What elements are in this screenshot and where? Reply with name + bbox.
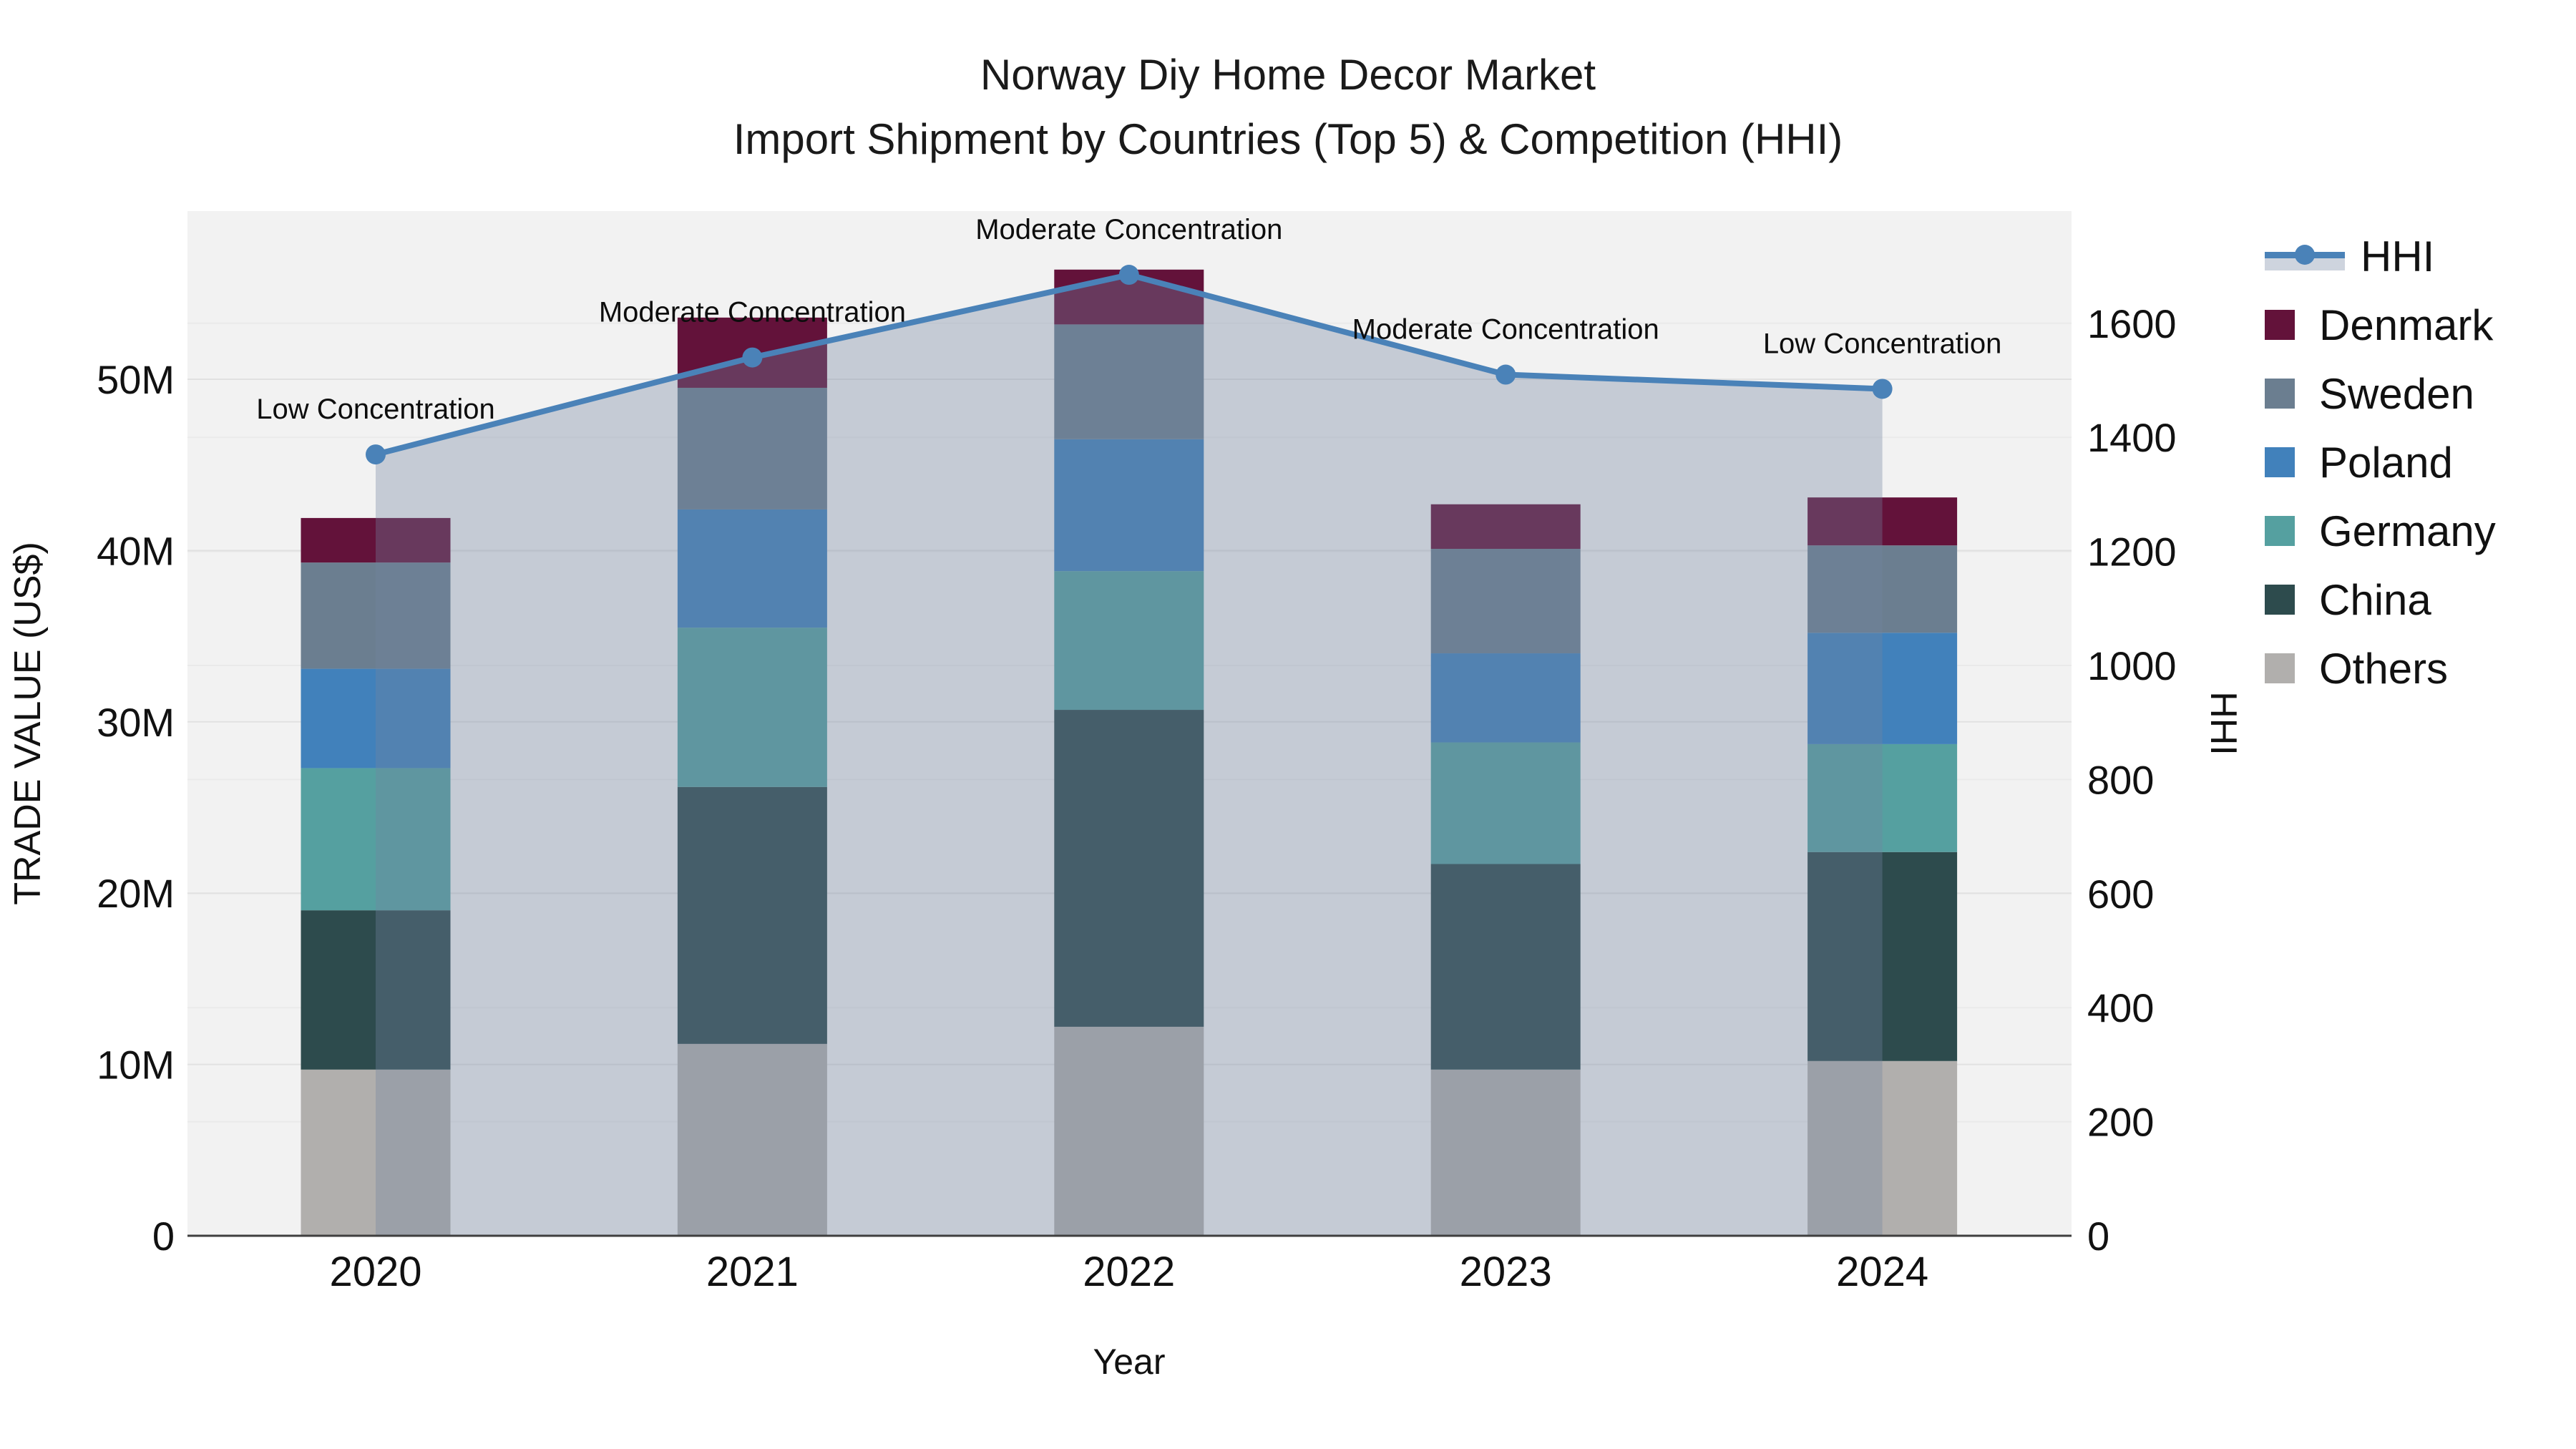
right-tick-200: 200 xyxy=(2087,1100,2154,1145)
bar-segment-china-2021[interactable] xyxy=(677,786,827,1044)
bar-segment-others-2022[interactable] xyxy=(1054,1026,1204,1236)
legend-swatch-sweden xyxy=(2265,379,2295,409)
hhi-point-2020[interactable] xyxy=(366,444,386,465)
bar-segment-germany-2021[interactable] xyxy=(677,628,827,787)
left-tick-0: 0 xyxy=(152,1214,175,1259)
bar-segment-poland-2020[interactable] xyxy=(301,668,451,769)
hhi-point-2022[interactable] xyxy=(1118,265,1139,286)
legend-item-denmark[interactable]: Denmark xyxy=(2265,291,2496,359)
annotation-2021: Moderate Concentration xyxy=(599,297,906,328)
legend-label-china: China xyxy=(2319,575,2431,624)
right-tick-600: 600 xyxy=(2087,872,2154,917)
legend-hhi-line-sample xyxy=(2265,239,2345,273)
bar-segment-sweden-2020[interactable] xyxy=(301,562,451,669)
bar-segment-sweden-2024[interactable] xyxy=(1807,545,1958,633)
bar-segment-germany-2022[interactable] xyxy=(1054,571,1204,711)
bar-segment-poland-2021[interactable] xyxy=(677,509,827,628)
bar-segment-germany-2020[interactable] xyxy=(301,768,451,911)
legend-swatch-china xyxy=(2265,585,2295,615)
legend-item-others[interactable]: Others xyxy=(2265,634,2496,703)
x-tick-2022[interactable]: 2022 xyxy=(1083,1249,1175,1295)
right-tick-1400: 1400 xyxy=(2087,415,2177,460)
annotation-2024: Low Concentration xyxy=(1763,328,2002,359)
bar-segment-denmark-2023[interactable] xyxy=(1430,504,1581,550)
hhi-point-2024[interactable] xyxy=(1872,379,1893,399)
hhi-point-2023[interactable] xyxy=(1496,364,1516,385)
chart-title: Norway Diy Home Decor Market xyxy=(980,51,1596,99)
bar-segment-others-2020[interactable] xyxy=(301,1069,451,1236)
right-tick-1600: 1600 xyxy=(2087,301,2177,346)
bar-segment-poland-2024[interactable] xyxy=(1807,633,1958,744)
x-tick-2020[interactable]: 2020 xyxy=(329,1249,421,1295)
right-tick-1000: 1000 xyxy=(2087,643,2177,688)
legend-item-germany[interactable]: Germany xyxy=(2265,497,2496,565)
left-tick-10M: 10M xyxy=(97,1043,175,1088)
x-tick-2023[interactable]: 2023 xyxy=(1460,1249,1552,1295)
hhi-point-2021[interactable] xyxy=(742,347,763,368)
bar-segment-germany-2024[interactable] xyxy=(1807,743,1958,852)
annotation-2023: Moderate Concentration xyxy=(1352,314,1659,346)
annotation-2022: Moderate Concentration xyxy=(975,214,1282,245)
left-tick-20M: 20M xyxy=(97,871,175,916)
bar-segment-germany-2023[interactable] xyxy=(1430,742,1581,864)
legend-label-germany: Germany xyxy=(2319,507,2496,555)
left-tick-50M: 50M xyxy=(97,357,175,402)
right-axis-title: HHI xyxy=(2202,691,2244,756)
bar-segment-poland-2022[interactable] xyxy=(1054,439,1204,572)
legend-item-hhi[interactable]: HHI xyxy=(2265,222,2496,291)
legend-item-poland[interactable]: Poland xyxy=(2265,428,2496,497)
legend-swatch-germany xyxy=(2265,516,2295,546)
right-tick-0: 0 xyxy=(2087,1214,2109,1259)
left-tick-30M: 30M xyxy=(97,700,175,745)
legend-item-sweden[interactable]: Sweden xyxy=(2265,359,2496,428)
bar-segment-others-2023[interactable] xyxy=(1430,1069,1581,1236)
bar-segment-denmark-2024[interactable] xyxy=(1807,497,1958,546)
x-axis-title: Year xyxy=(1093,1342,1165,1382)
chart-title-block: Norway Diy Home Decor Market Import Ship… xyxy=(0,43,2576,172)
bar-segment-china-2020[interactable] xyxy=(301,910,451,1070)
x-tick-2024[interactable]: 2024 xyxy=(1836,1249,1928,1295)
legend-swatch-denmark xyxy=(2265,310,2295,340)
bar-segment-poland-2023[interactable] xyxy=(1430,653,1581,743)
hhi-area-fill xyxy=(376,275,1883,1236)
legend-item-china[interactable]: China xyxy=(2265,565,2496,634)
legend-label-poland: Poland xyxy=(2319,438,2453,487)
legend-label-others: Others xyxy=(2319,644,2449,693)
legend-label-denmark: Denmark xyxy=(2319,301,2494,349)
bar-segment-sweden-2022[interactable] xyxy=(1054,324,1204,439)
left-tick-40M: 40M xyxy=(97,528,175,573)
bar-segment-denmark-2020[interactable] xyxy=(301,517,451,563)
bar-segment-sweden-2021[interactable] xyxy=(677,387,827,509)
x-tick-2021[interactable]: 2021 xyxy=(706,1249,799,1295)
legend: HHI Denmark Sweden Poland Germany China Others xyxy=(2265,222,2496,703)
legend-label-hhi: HHI xyxy=(2361,232,2435,280)
right-tick-800: 800 xyxy=(2087,757,2154,802)
left-axis-title: TRADE VALUE (US$) xyxy=(7,542,49,905)
bar-segment-others-2021[interactable] xyxy=(677,1043,827,1236)
chart-subtitle: Import Shipment by Countries (Top 5) & C… xyxy=(733,115,1843,163)
legend-swatch-poland xyxy=(2265,447,2295,477)
annotation-2020: Low Concentration xyxy=(256,394,495,425)
legend-label-sweden: Sweden xyxy=(2319,369,2474,418)
bar-segment-china-2022[interactable] xyxy=(1054,710,1204,1027)
legend-swatch-others xyxy=(2265,653,2295,683)
bar-segment-sweden-2023[interactable] xyxy=(1430,549,1581,654)
bar-segment-others-2024[interactable] xyxy=(1807,1060,1958,1236)
bar-segment-china-2023[interactable] xyxy=(1430,864,1581,1070)
bar-segment-china-2024[interactable] xyxy=(1807,852,1958,1061)
right-tick-1200: 1200 xyxy=(2087,530,2177,575)
right-tick-400: 400 xyxy=(2087,985,2154,1030)
